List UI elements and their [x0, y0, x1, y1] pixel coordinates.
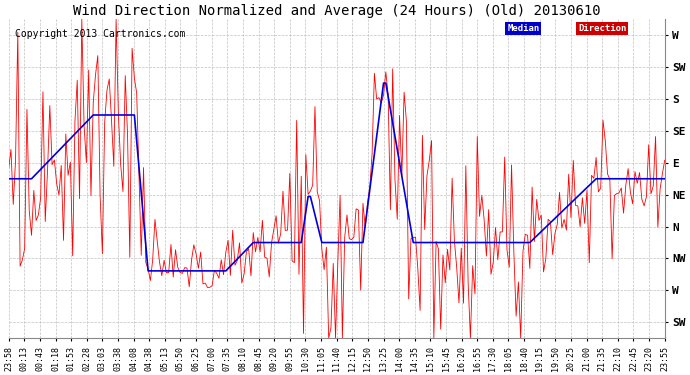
Title: Wind Direction Normalized and Average (24 Hours) (Old) 20130610: Wind Direction Normalized and Average (2…: [73, 4, 600, 18]
Text: Copyright 2013 Cartronics.com: Copyright 2013 Cartronics.com: [15, 29, 186, 39]
Text: Direction: Direction: [578, 24, 627, 33]
Text: Median: Median: [507, 24, 540, 33]
